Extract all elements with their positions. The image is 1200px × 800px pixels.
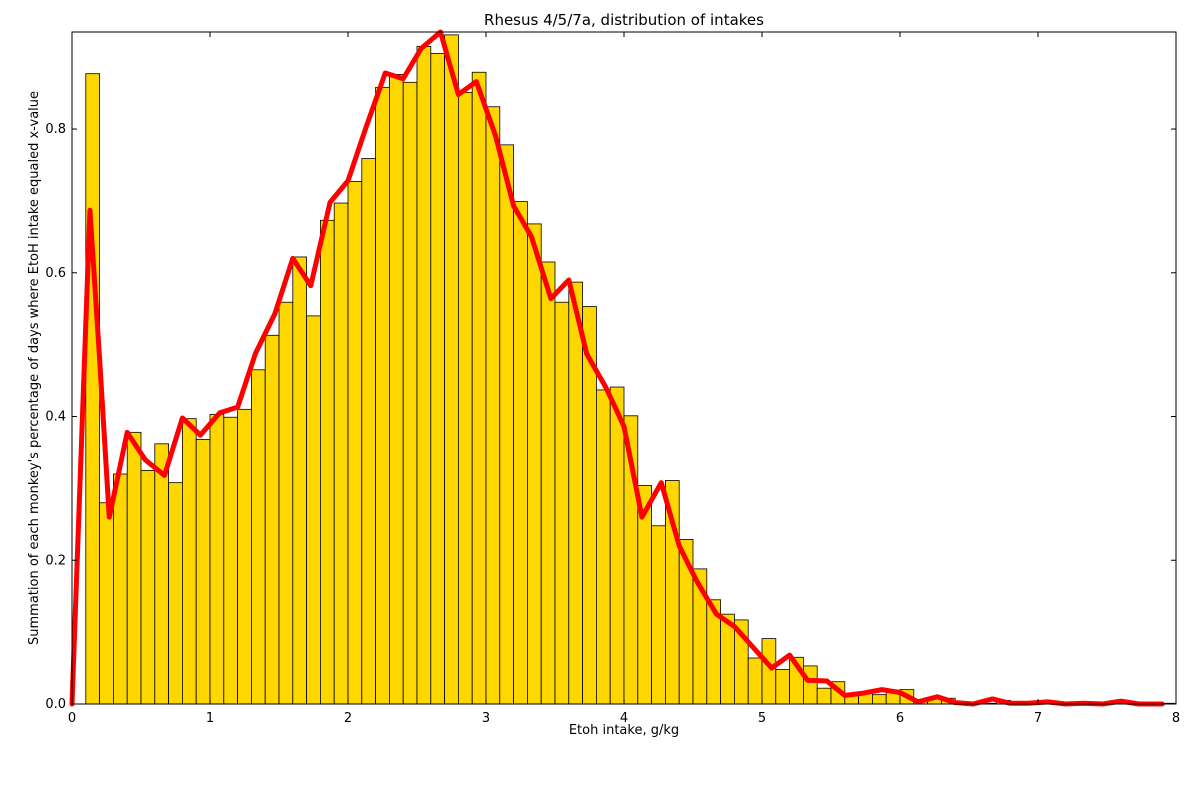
histogram-bar bbox=[513, 201, 528, 705]
histogram-bar bbox=[430, 53, 445, 705]
chart-title: Rhesus 4/5/7a, distribution of intakes bbox=[484, 11, 764, 29]
y-tick-label: 0.0 bbox=[45, 697, 66, 712]
histogram-bar bbox=[416, 45, 432, 705]
histogram-bar bbox=[485, 106, 501, 705]
histogram-bar bbox=[375, 86, 390, 705]
histogram-bar bbox=[402, 81, 418, 705]
histogram-bar bbox=[278, 301, 294, 705]
x-axis-label: Etoh intake, g/kg bbox=[569, 723, 679, 738]
histogram-bar bbox=[568, 281, 583, 705]
histogram-bar bbox=[195, 439, 211, 705]
x-tick-label: 4 bbox=[620, 711, 628, 726]
histogram-bar bbox=[609, 386, 625, 705]
histogram-bar bbox=[747, 657, 763, 705]
histogram-bar bbox=[99, 502, 114, 705]
histogram-bar bbox=[540, 261, 556, 705]
histogram-bar bbox=[471, 71, 487, 705]
histogram-bar bbox=[140, 470, 156, 705]
histogram-bar bbox=[361, 158, 376, 705]
y-axis-label: Summation of each monkey's percentage of… bbox=[27, 91, 42, 645]
histogram-bar bbox=[347, 181, 363, 705]
histogram-bar bbox=[250, 369, 266, 705]
histogram-bar bbox=[388, 74, 404, 705]
histogram-bar bbox=[264, 334, 280, 705]
histogram-bar bbox=[775, 669, 790, 705]
histogram-bar bbox=[872, 694, 887, 705]
histogram-bar bbox=[596, 389, 611, 705]
x-tick-label: 1 bbox=[206, 711, 214, 726]
x-tick-label: 5 bbox=[758, 711, 766, 726]
y-tick-label: 0.6 bbox=[45, 266, 66, 281]
histogram-bar bbox=[319, 219, 335, 705]
x-tick-label: 2 bbox=[344, 711, 352, 726]
y-tick-label: 0.4 bbox=[45, 410, 66, 425]
histogram-bar bbox=[457, 91, 473, 705]
x-tick-label: 8 bbox=[1172, 711, 1180, 726]
histogram-bar bbox=[499, 144, 514, 705]
histogram-bar bbox=[126, 431, 142, 705]
histogram-bar bbox=[816, 687, 832, 705]
histogram-bar bbox=[181, 418, 197, 705]
histogram-bar bbox=[527, 223, 542, 705]
y-tick-label: 0.2 bbox=[45, 553, 66, 568]
x-tick-label: 3 bbox=[482, 711, 490, 726]
histogram-bar bbox=[306, 315, 321, 705]
x-tick-label: 7 bbox=[1034, 711, 1042, 726]
histogram-bar bbox=[237, 408, 252, 705]
y-tick-label: 0.8 bbox=[45, 122, 66, 137]
histogram-bar bbox=[333, 202, 349, 705]
histogram-bar bbox=[554, 301, 570, 705]
histogram-bar bbox=[651, 525, 666, 705]
histogram-bar bbox=[761, 638, 777, 705]
axis-ticks: 0 1 2 3 4 5 6 7 8 0.0 0.2 0.4 0.6 0.8 bbox=[45, 32, 1180, 726]
histogram-bar bbox=[85, 73, 101, 705]
histogram-bar bbox=[154, 443, 170, 705]
histogram-bar bbox=[444, 34, 459, 705]
histogram-bar bbox=[168, 482, 183, 705]
histogram-bar bbox=[223, 416, 239, 705]
histogram-bar bbox=[292, 256, 307, 705]
histogram-bar bbox=[209, 413, 225, 705]
x-tick-label: 6 bbox=[896, 711, 904, 726]
x-tick-label: 0 bbox=[68, 711, 76, 726]
histogram-bar bbox=[113, 473, 128, 705]
histogram-bar bbox=[803, 665, 818, 705]
